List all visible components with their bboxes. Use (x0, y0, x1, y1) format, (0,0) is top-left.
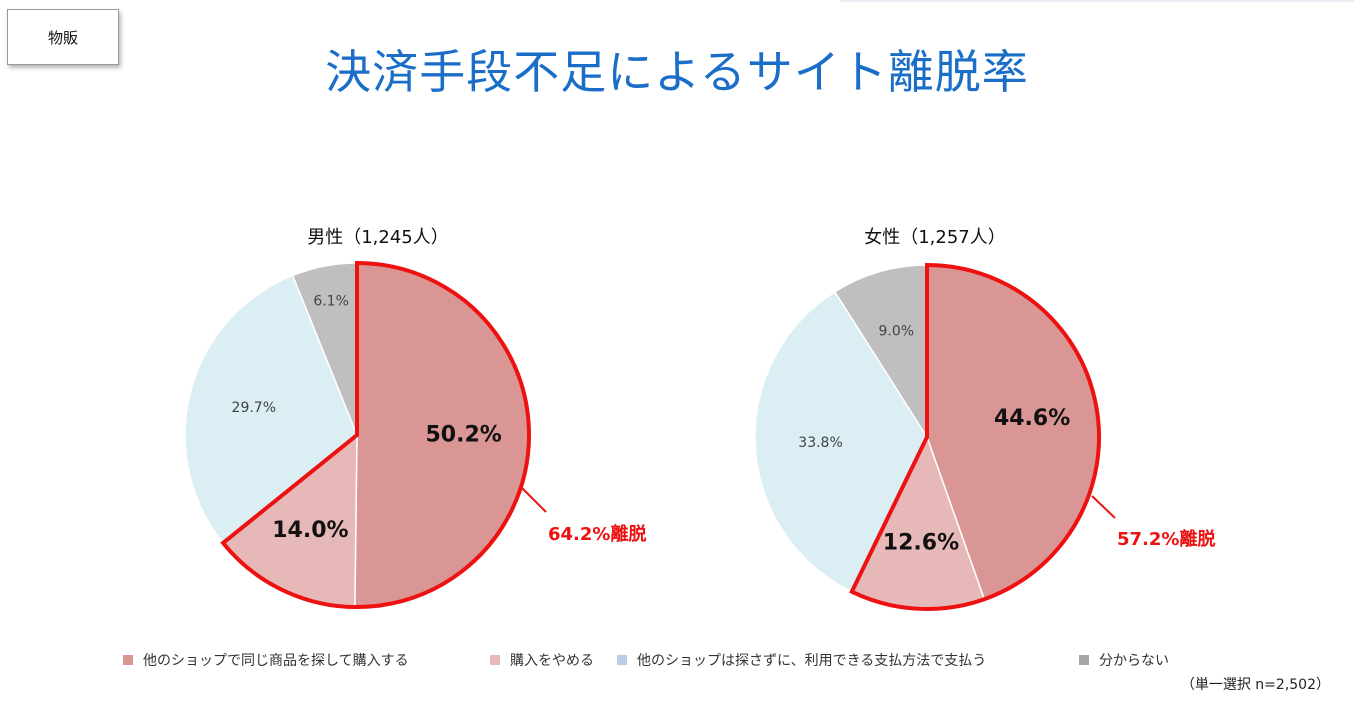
annotation-label-1: 64.2%離脱 (548, 523, 646, 545)
category-tag: 物販 (7, 9, 119, 65)
slice-label-1-1: 50.2% (425, 423, 501, 448)
legend-swatch-4 (1079, 655, 1089, 665)
annotation-label-2: 57.2%離脱 (1117, 528, 1215, 550)
annotation-leader-2 (1091, 495, 1116, 519)
pie-slice-1-3 (184, 274, 358, 545)
legend-label: 購入をやめる (510, 653, 594, 669)
legend: 他のショップで同じ商品を探して購入する 購入をやめる 他のショップは探さずに、利… (0, 650, 1354, 670)
slice-label-1-3: 29.7% (232, 400, 276, 416)
legend-item: 他のショップで同じ商品を探して購入する (123, 650, 409, 670)
chart-title-female: 女性（1,257人） (864, 227, 1006, 248)
slice-label-2-3: 33.8% (798, 435, 842, 451)
legend-swatch-2 (490, 655, 500, 665)
legend-label: 他のショップで同じ商品を探して購入する (143, 653, 409, 669)
pie-slice-2-3 (754, 290, 928, 593)
slice-label-2-1: 44.6% (994, 406, 1070, 431)
page-title: 決済手段不足によるサイト離脱率 (325, 45, 1029, 99)
slice-label-2-4: 9.0% (878, 323, 914, 339)
legend-item: 購入をやめる (490, 650, 594, 670)
legend-swatch-1 (123, 655, 133, 665)
sample-note: （単一選択 n=2,502） (1180, 677, 1330, 693)
legend-swatch-3 (617, 655, 627, 665)
slice-label-1-2: 14.0% (272, 518, 348, 543)
legend-label: 他のショップは探さずに、利用できる支払方法で支払う (637, 653, 987, 669)
legend-item: 他のショップは探さずに、利用できる支払方法で支払う (617, 650, 986, 670)
chart-title-male: 男性（1,245人） (307, 227, 449, 248)
slice-label-1-4: 6.1% (313, 294, 349, 310)
abandon-outline-1 (220, 260, 531, 609)
slice-label-2-2: 12.6% (883, 530, 959, 555)
legend-item: 分からない (1079, 650, 1169, 670)
top-divider (840, 0, 1354, 2)
annotation-leader-1 (521, 487, 547, 513)
abandon-outline-2 (849, 262, 1101, 611)
legend-label: 分からない (1099, 653, 1169, 669)
